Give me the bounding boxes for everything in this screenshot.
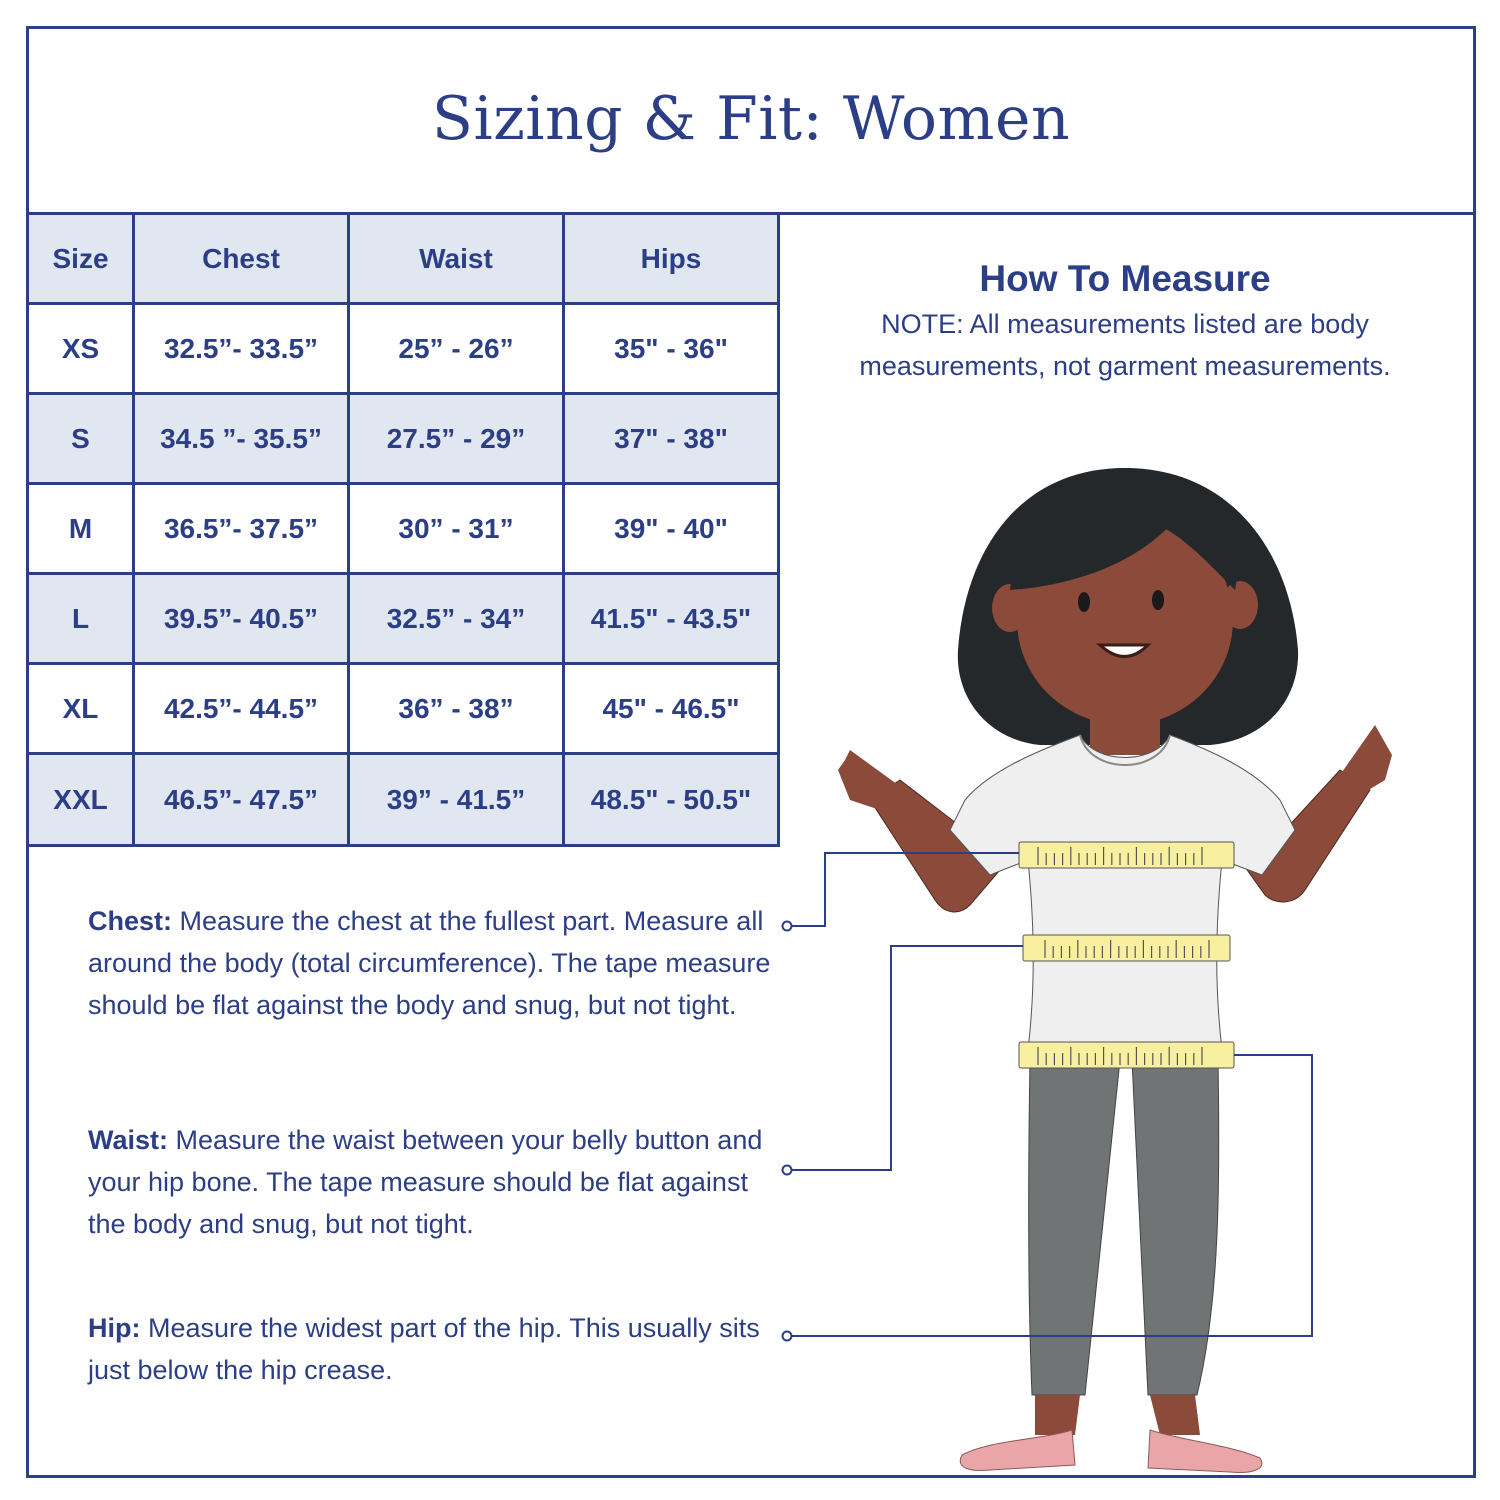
left-eye	[1078, 592, 1090, 612]
left-arm	[869, 779, 1001, 913]
right-ear	[1222, 581, 1258, 629]
chest-tape	[1018, 841, 1235, 869]
table-row: M 36.5”- 37.5” 30” - 31” 39" - 40"	[26, 482, 780, 575]
hips-cell: 41.5" - 43.5"	[562, 572, 780, 665]
chest-cell: 36.5”- 37.5”	[132, 482, 350, 575]
how-to-measure: How To Measure NOTE: All measurements li…	[790, 255, 1460, 387]
chest-text: Measure the chest at the fullest part. M…	[88, 906, 771, 1020]
hips-cell: 39" - 40"	[562, 482, 780, 575]
waist-cell: 39” - 41.5”	[347, 752, 565, 847]
left-hand	[838, 750, 905, 810]
table-header-row: Size Chest Waist Hips	[26, 212, 780, 305]
right-shoe	[1147, 1429, 1263, 1473]
waist-cell: 36” - 38”	[347, 662, 565, 755]
waist-cell: 27.5” - 29”	[347, 392, 565, 485]
chest-cell: 46.5”- 47.5”	[132, 752, 350, 847]
size-cell: XXL	[26, 752, 135, 847]
hips-cell: 45" - 46.5"	[562, 662, 780, 755]
leader-lines	[781, 852, 1313, 1342]
hip-leader-dot	[781, 1330, 793, 1342]
waist-cell: 32.5” - 34”	[347, 572, 565, 665]
chest-label: Chest:	[88, 906, 173, 936]
hip-leader	[792, 1054, 1313, 1337]
chest-cell: 34.5 ”- 35.5”	[132, 392, 350, 485]
waist-cell: 25” - 26”	[347, 302, 565, 395]
waist-leader	[792, 945, 1023, 1171]
table-row: XS 32.5”- 33.5” 25” - 26” 35" - 36"	[26, 302, 780, 395]
header-size: Size	[26, 212, 135, 305]
size-cell: XL	[26, 662, 135, 755]
mouth	[1096, 643, 1152, 658]
waist-leader-dot	[781, 1164, 793, 1176]
bangs	[1000, 481, 1240, 590]
left-shoe	[959, 1429, 1076, 1471]
header-chest: Chest	[132, 212, 350, 305]
waist-text: Measure the waist between your belly but…	[88, 1125, 763, 1239]
table-row: XL 42.5”- 44.5” 36” - 38” 45" - 46.5"	[26, 662, 780, 755]
measurement-note: NOTE: All measurements listed are body m…	[859, 309, 1391, 381]
hips-cell: 35" - 36"	[562, 302, 780, 395]
waist-label: Waist:	[88, 1125, 168, 1155]
chest-leader	[792, 852, 1019, 927]
chest-cell: 39.5”- 40.5”	[132, 572, 350, 665]
size-table: Size Chest Waist Hips XS 32.5”- 33.5” 25…	[26, 212, 780, 847]
pants	[1028, 1059, 1220, 1396]
size-cell: M	[26, 482, 135, 575]
waist-instructions: Waist: Measure the waist between your be…	[88, 1119, 778, 1245]
table-row: XXL 46.5”- 47.5” 39” - 41.5” 48.5" - 50.…	[26, 752, 780, 847]
how-to-measure-heading: How To Measure	[979, 258, 1271, 299]
table-row: S 34.5 ”- 35.5” 27.5” - 29” 37" - 38"	[26, 392, 780, 485]
header-hips: Hips	[562, 212, 780, 305]
hips-cell: 48.5" - 50.5"	[562, 752, 780, 847]
header-waist: Waist	[347, 212, 565, 305]
right-arm	[1239, 769, 1371, 903]
right-hand	[1340, 725, 1392, 795]
hip-label: Hip:	[88, 1313, 141, 1343]
chest-instructions: Chest: Measure the chest at the fullest …	[88, 900, 778, 1026]
right-eye	[1152, 590, 1164, 610]
hip-text: Measure the widest part of the hip. This…	[88, 1313, 760, 1385]
size-cell: S	[26, 392, 135, 485]
hips-cell: 37" - 38"	[562, 392, 780, 485]
hip-instructions: Hip: Measure the widest part of the hip.…	[88, 1307, 778, 1391]
tape-ticks	[1037, 847, 1210, 1065]
table-row: L 39.5”- 40.5” 32.5” - 34” 41.5" - 43.5"	[26, 572, 780, 665]
size-cell: L	[26, 572, 135, 665]
chest-leader-dot	[781, 920, 793, 932]
left-ear	[992, 584, 1028, 632]
size-cell: XS	[26, 302, 135, 395]
shirt	[949, 734, 1296, 1051]
chest-cell: 32.5”- 33.5”	[132, 302, 350, 395]
waist-cell: 30” - 31”	[347, 482, 565, 575]
chest-cell: 42.5”- 44.5”	[132, 662, 350, 755]
